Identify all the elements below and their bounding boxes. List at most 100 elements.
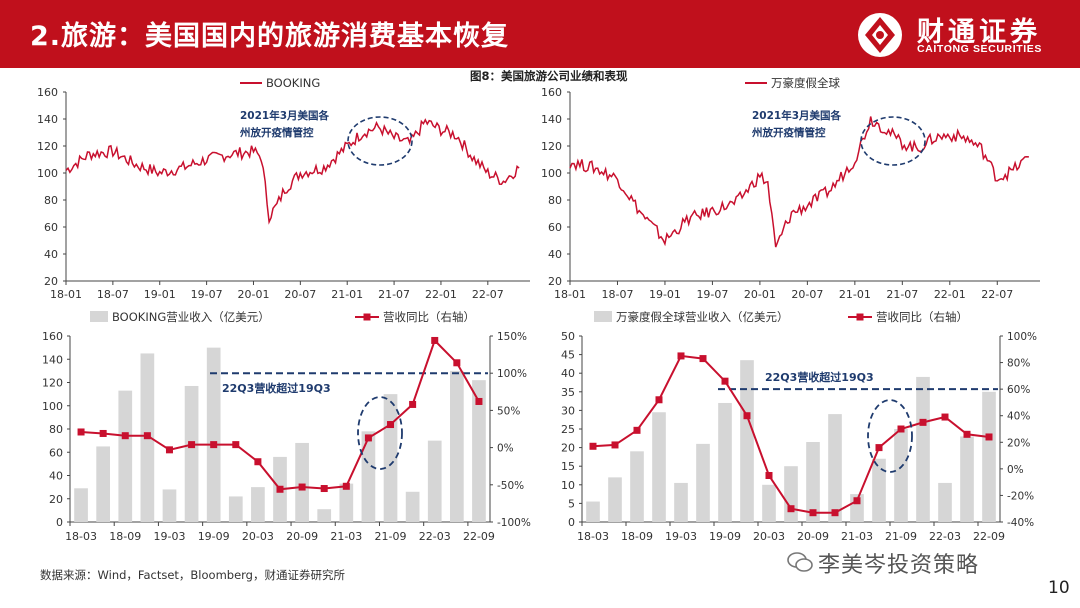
bar (630, 451, 644, 522)
y-tick-label: 140 (541, 113, 562, 126)
x-tick-label: 20-07 (284, 288, 316, 301)
bar (762, 484, 776, 522)
yoy-marker (831, 509, 839, 517)
bar (806, 442, 820, 522)
y2-tick-label: 0% (1007, 464, 1024, 476)
y2-tick-label: 100% (497, 368, 527, 380)
x-tick-label: 20-07 (791, 288, 823, 301)
logo-emblem-icon (858, 13, 902, 57)
bar (206, 347, 221, 522)
y-tick-label: 120 (541, 140, 562, 153)
y-tick-label: 40 (49, 470, 63, 483)
bar (740, 360, 754, 522)
yoy-marker (143, 432, 151, 440)
x-tick-label: 21-03 (330, 530, 362, 543)
bar (162, 489, 177, 522)
y-tick-label: 120 (42, 377, 63, 390)
bar (361, 431, 376, 522)
x-tick-label: 22-09 (463, 530, 495, 543)
y-tick-label: 40 (561, 367, 575, 380)
bar (718, 402, 732, 522)
y2-tick-label: 150% (497, 331, 527, 343)
y-tick-label: 120 (37, 140, 58, 153)
x-tick-label: 20-03 (753, 530, 785, 543)
bar (228, 496, 243, 522)
x-tick-label: 18-03 (577, 530, 609, 543)
y-tick-label: 60 (49, 446, 63, 459)
bar (339, 483, 354, 522)
yoy-marker (677, 352, 685, 360)
bar (696, 443, 710, 522)
x-tick-label: 20-03 (242, 530, 274, 543)
yoy-marker (453, 359, 461, 367)
x-tick-label: 18-07 (601, 288, 633, 301)
yoy-marker (985, 433, 993, 441)
x-tick-label: 22-03 (929, 530, 961, 543)
bar (472, 380, 486, 522)
y-tick-label: 25 (561, 423, 575, 436)
y-tick-label: 0 (56, 516, 63, 529)
y-tick-label: 160 (541, 86, 562, 99)
bar (405, 491, 420, 522)
legend-bar-swatch (90, 311, 108, 322)
y-tick-label: 140 (37, 113, 58, 126)
y-tick-label: 10 (561, 479, 575, 492)
x-tick-label: 21-09 (375, 530, 407, 543)
yoy-marker (743, 412, 751, 420)
y-tick-label: 100 (37, 167, 58, 180)
yoy-marker (99, 429, 107, 437)
y2-tick-label: -50% (497, 480, 524, 492)
x-tick-label: 21-01 (331, 288, 363, 301)
x-tick-label: 22-07 (472, 288, 504, 301)
y-tick-label: 50 (561, 330, 575, 343)
bar (674, 482, 688, 522)
yoy-marker (853, 497, 861, 505)
yoy-marker (963, 430, 971, 438)
yoy-marker (721, 377, 729, 385)
annotation-text: 2021年3月美国各 (752, 109, 842, 122)
annotation-text: 22Q3营收超过19Q3 (222, 381, 331, 395)
annotation-ellipse (357, 396, 403, 470)
yoy-marker (342, 482, 350, 490)
yoy-marker (919, 418, 927, 426)
y-tick-label: 80 (548, 194, 562, 207)
bar (652, 412, 666, 522)
wechat-icon (787, 552, 813, 572)
x-tick-label: 19-03 (153, 530, 185, 543)
annotation-text: 2021年3月美国各 (240, 109, 330, 122)
yoy-marker (364, 434, 372, 442)
x-tick-label: 20-01 (744, 288, 776, 301)
y-tick-label: 80 (49, 423, 63, 436)
source-note: 数据来源：Wind，Factset，Bloomberg，财通证券研究所 (40, 568, 345, 582)
y2-tick-label: 40% (1007, 411, 1030, 423)
series-line (569, 116, 1029, 248)
watermark-text: 李美岑投资策略 (818, 553, 980, 578)
y-tick-label: 45 (561, 349, 575, 362)
yoy-marker (210, 441, 218, 449)
y-tick-label: 100 (42, 400, 63, 413)
legend-label: 营收同比（右轴） (383, 310, 475, 324)
legend-marker (363, 313, 371, 321)
series-line (65, 118, 520, 225)
legend-label: 万豪度假全球营业收入（亿美元） (616, 310, 789, 324)
yoy-marker (298, 483, 306, 491)
logo-en-text: CAITONG SECURITIES (917, 43, 1042, 55)
y-tick-label: 80 (44, 194, 58, 207)
y2-tick-label: 60% (1007, 384, 1030, 396)
y-tick-label: 5 (568, 497, 575, 510)
y-tick-label: 15 (561, 460, 575, 473)
y2-tick-label: -20% (1007, 490, 1034, 502)
page-number: 10 (1048, 578, 1070, 598)
x-tick-label: 20-09 (286, 530, 318, 543)
bar (184, 385, 199, 522)
legend-label: 万豪度假全球 (771, 76, 840, 90)
yoy-marker (276, 485, 284, 493)
x-tick-label: 19-03 (665, 530, 697, 543)
y-tick-label: 20 (548, 275, 562, 288)
page-title: 2.旅游：美国国内的旅游消费基本恢复 (30, 21, 510, 52)
x-tick-label: 19-07 (191, 288, 223, 301)
logo-cn-text: 财通证券 (917, 17, 1041, 48)
x-tick-label: 21-09 (885, 530, 917, 543)
x-tick-label: 19-09 (198, 530, 230, 543)
annotation-text: 州放开疫情管控 (239, 126, 314, 139)
